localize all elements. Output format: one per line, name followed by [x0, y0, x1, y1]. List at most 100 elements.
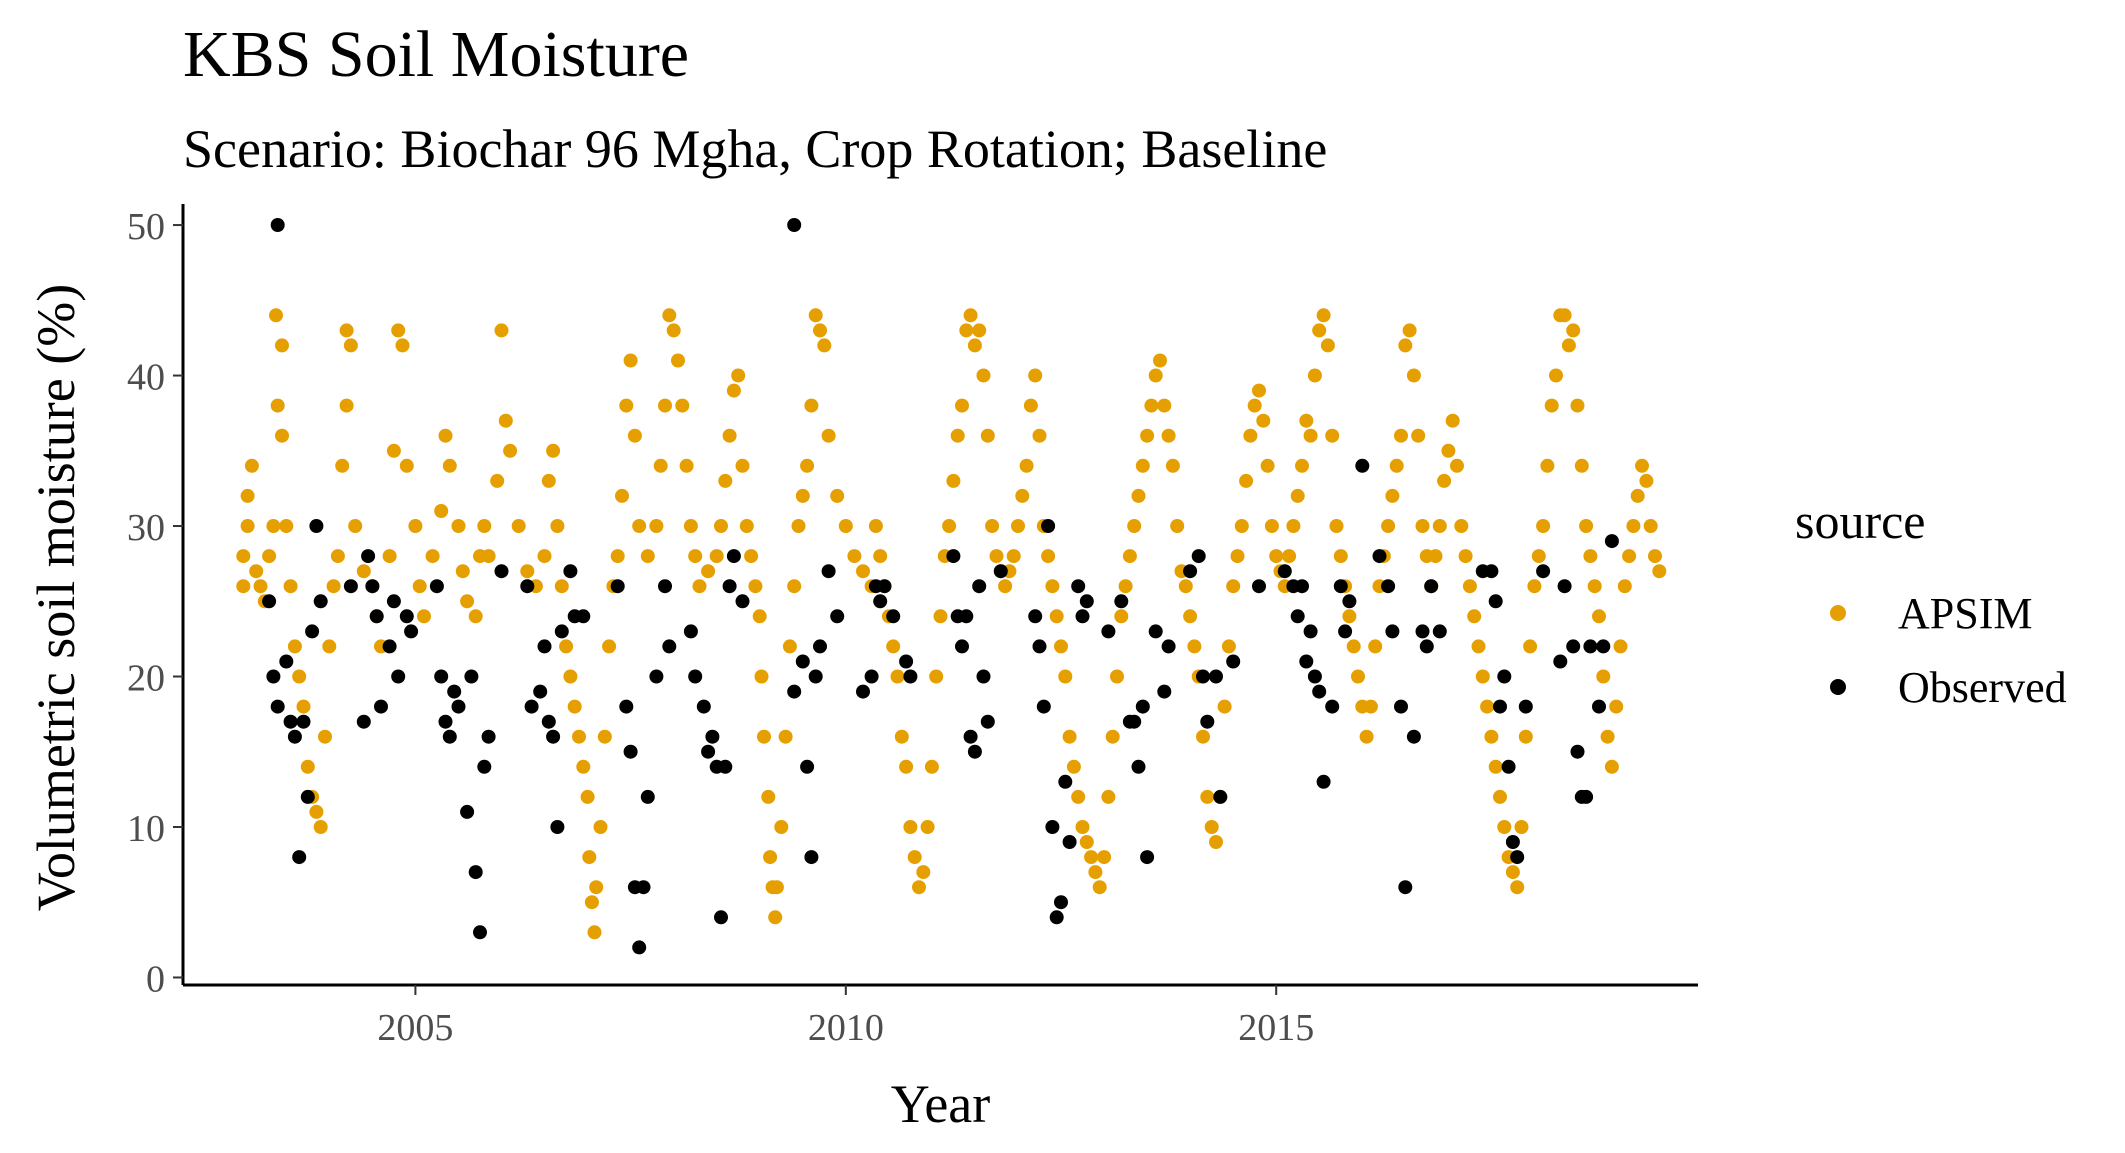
point-apsim: [292, 669, 307, 684]
point-apsim: [1243, 428, 1258, 443]
point-observed: [980, 714, 995, 729]
point-observed: [955, 639, 969, 654]
point-apsim: [1368, 639, 1383, 654]
point-observed: [563, 564, 578, 579]
point-apsim: [744, 549, 759, 564]
point-apsim: [309, 804, 324, 819]
point-apsim: [1140, 428, 1155, 443]
point-apsim: [240, 519, 255, 533]
point-apsim: [1411, 428, 1426, 443]
point-observed: [662, 639, 677, 654]
point-apsim: [907, 850, 922, 865]
point-observed: [787, 684, 802, 699]
point-apsim: [275, 338, 289, 353]
points-layer: [236, 218, 1667, 955]
point-observed: [873, 594, 888, 609]
point-observed: [1200, 714, 1215, 729]
point-apsim: [1385, 488, 1400, 503]
point-apsim: [679, 458, 694, 473]
point-apsim: [1389, 458, 1404, 473]
point-apsim: [580, 789, 595, 804]
point-apsim: [270, 398, 285, 413]
point-apsim: [1028, 368, 1043, 383]
point-observed: [963, 729, 978, 744]
point-apsim: [1346, 639, 1361, 654]
point-apsim: [1462, 579, 1477, 594]
point-observed: [886, 609, 901, 624]
point-apsim: [1596, 669, 1611, 684]
point-apsim: [1127, 519, 1142, 533]
point-observed: [434, 669, 449, 684]
point-apsim: [1381, 519, 1396, 533]
y-tick-label: 40: [127, 357, 165, 399]
point-apsim: [1054, 639, 1068, 654]
point-apsim: [763, 850, 778, 865]
point-apsim: [1540, 458, 1555, 473]
point-observed: [270, 699, 285, 714]
point-apsim: [546, 443, 561, 458]
point-apsim: [1458, 549, 1473, 564]
point-observed: [546, 729, 561, 744]
point-apsim: [963, 308, 978, 323]
point-observed: [1071, 579, 1086, 594]
point-observed: [636, 880, 651, 895]
point-apsim: [757, 729, 771, 744]
point-observed: [365, 579, 380, 594]
point-observed: [283, 714, 298, 729]
legend-key-apsim: [1830, 605, 1846, 621]
point-apsim: [1084, 850, 1099, 865]
point-apsim: [632, 519, 647, 533]
point-apsim: [348, 519, 363, 533]
point-apsim: [1153, 353, 1167, 368]
point-apsim: [266, 519, 281, 533]
point-observed: [1505, 835, 1520, 849]
point-apsim: [787, 579, 802, 594]
point-apsim: [649, 519, 664, 533]
point-apsim: [1493, 789, 1507, 804]
point-apsim: [1505, 865, 1520, 880]
point-apsim: [1592, 609, 1606, 624]
point-observed: [1406, 729, 1421, 744]
chart-title: KBS Soil Moisture: [183, 18, 690, 91]
point-observed: [494, 564, 509, 579]
point-observed: [399, 609, 414, 624]
point-apsim: [1058, 669, 1073, 684]
point-apsim: [275, 428, 289, 443]
point-apsim: [1600, 729, 1615, 744]
point-apsim: [1544, 398, 1559, 413]
point-observed: [864, 669, 879, 684]
point-observed: [1316, 774, 1331, 789]
point-apsim: [1079, 835, 1094, 849]
point-observed: [464, 669, 479, 684]
point-observed: [1579, 789, 1594, 804]
point-apsim: [722, 428, 737, 443]
point-apsim: [335, 458, 350, 473]
point-observed: [899, 654, 914, 669]
point-apsim: [1161, 428, 1176, 443]
point-observed: [1355, 458, 1370, 473]
point-apsim: [1316, 308, 1331, 323]
point-observed: [714, 910, 728, 925]
point-apsim: [283, 579, 298, 594]
point-apsim: [1518, 729, 1533, 744]
point-observed: [266, 669, 281, 684]
point-observed: [477, 759, 492, 774]
point-observed: [1536, 564, 1551, 579]
y-axis-title: Volumetric soil moisture (%): [26, 284, 86, 911]
point-apsim: [262, 549, 277, 564]
point-apsim: [1045, 579, 1060, 594]
chart-subtitle: Scenario: Biochar 96 Mgha, Crop Rotation…: [183, 119, 1328, 179]
point-observed: [701, 744, 716, 759]
point-apsim: [1497, 820, 1512, 834]
point-observed: [1213, 789, 1228, 804]
point-observed: [374, 699, 388, 714]
point-apsim: [640, 549, 655, 564]
point-apsim: [339, 323, 354, 338]
point-observed: [688, 669, 703, 684]
point-observed: [473, 925, 487, 940]
point-observed: [800, 759, 815, 774]
point-observed: [1191, 549, 1206, 564]
point-apsim: [1609, 699, 1624, 714]
point-observed: [468, 865, 483, 880]
point-apsim: [821, 428, 836, 443]
